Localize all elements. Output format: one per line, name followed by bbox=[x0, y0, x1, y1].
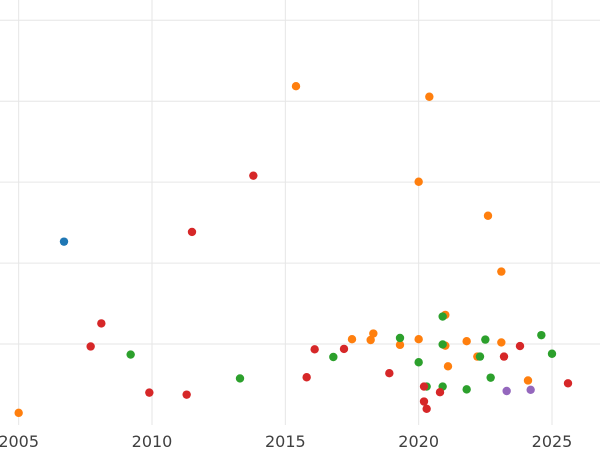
data-point bbox=[425, 92, 434, 101]
x-tick-label: 2010 bbox=[132, 432, 173, 450]
x-tick-label: 2005 bbox=[0, 432, 39, 450]
x-axis-ticks: 2005 2010 2015 2020 2025 bbox=[0, 432, 572, 450]
data-point bbox=[497, 338, 506, 347]
x-tick-label: 2015 bbox=[265, 432, 306, 450]
data-point bbox=[329, 352, 338, 362]
data-point bbox=[235, 374, 245, 383]
data-point bbox=[347, 334, 357, 344]
data-point bbox=[339, 344, 349, 354]
data-points bbox=[14, 82, 573, 418]
data-point bbox=[515, 341, 525, 351]
x-tick-label: 2025 bbox=[532, 432, 573, 450]
data-point bbox=[249, 171, 258, 180]
data-point bbox=[419, 397, 429, 406]
data-point bbox=[419, 382, 429, 391]
data-point bbox=[310, 345, 319, 354]
grid bbox=[0, 0, 600, 425]
data-point bbox=[302, 373, 311, 382]
data-point bbox=[563, 379, 573, 388]
data-point bbox=[385, 368, 394, 378]
data-point bbox=[145, 388, 154, 397]
data-point bbox=[182, 390, 191, 399]
x-tick-label: 2020 bbox=[398, 432, 439, 450]
data-point bbox=[126, 350, 135, 359]
data-point bbox=[481, 335, 490, 344]
data-point bbox=[291, 82, 301, 91]
data-point bbox=[438, 340, 447, 349]
data-point bbox=[414, 334, 423, 344]
data-point bbox=[462, 337, 471, 346]
data-point bbox=[526, 385, 535, 394]
data-point bbox=[395, 340, 405, 350]
data-point bbox=[523, 376, 533, 385]
data-point bbox=[395, 333, 405, 343]
data-point bbox=[462, 385, 471, 394]
data-point bbox=[483, 211, 493, 220]
data-point bbox=[547, 349, 557, 358]
data-point bbox=[86, 342, 95, 351]
data-point bbox=[443, 362, 453, 371]
data-point bbox=[438, 312, 447, 321]
data-point bbox=[475, 352, 485, 361]
data-point bbox=[486, 373, 495, 382]
data-point bbox=[187, 227, 197, 237]
data-point bbox=[497, 267, 506, 276]
data-point bbox=[366, 335, 375, 345]
data-point bbox=[97, 319, 106, 328]
data-point bbox=[537, 330, 546, 340]
data-point bbox=[414, 358, 423, 367]
data-point bbox=[435, 388, 445, 397]
data-point bbox=[14, 408, 23, 418]
data-point bbox=[59, 237, 69, 246]
data-point bbox=[502, 386, 511, 396]
data-point bbox=[369, 329, 378, 338]
data-point bbox=[422, 404, 431, 414]
data-point bbox=[414, 177, 423, 186]
data-point bbox=[499, 352, 509, 361]
